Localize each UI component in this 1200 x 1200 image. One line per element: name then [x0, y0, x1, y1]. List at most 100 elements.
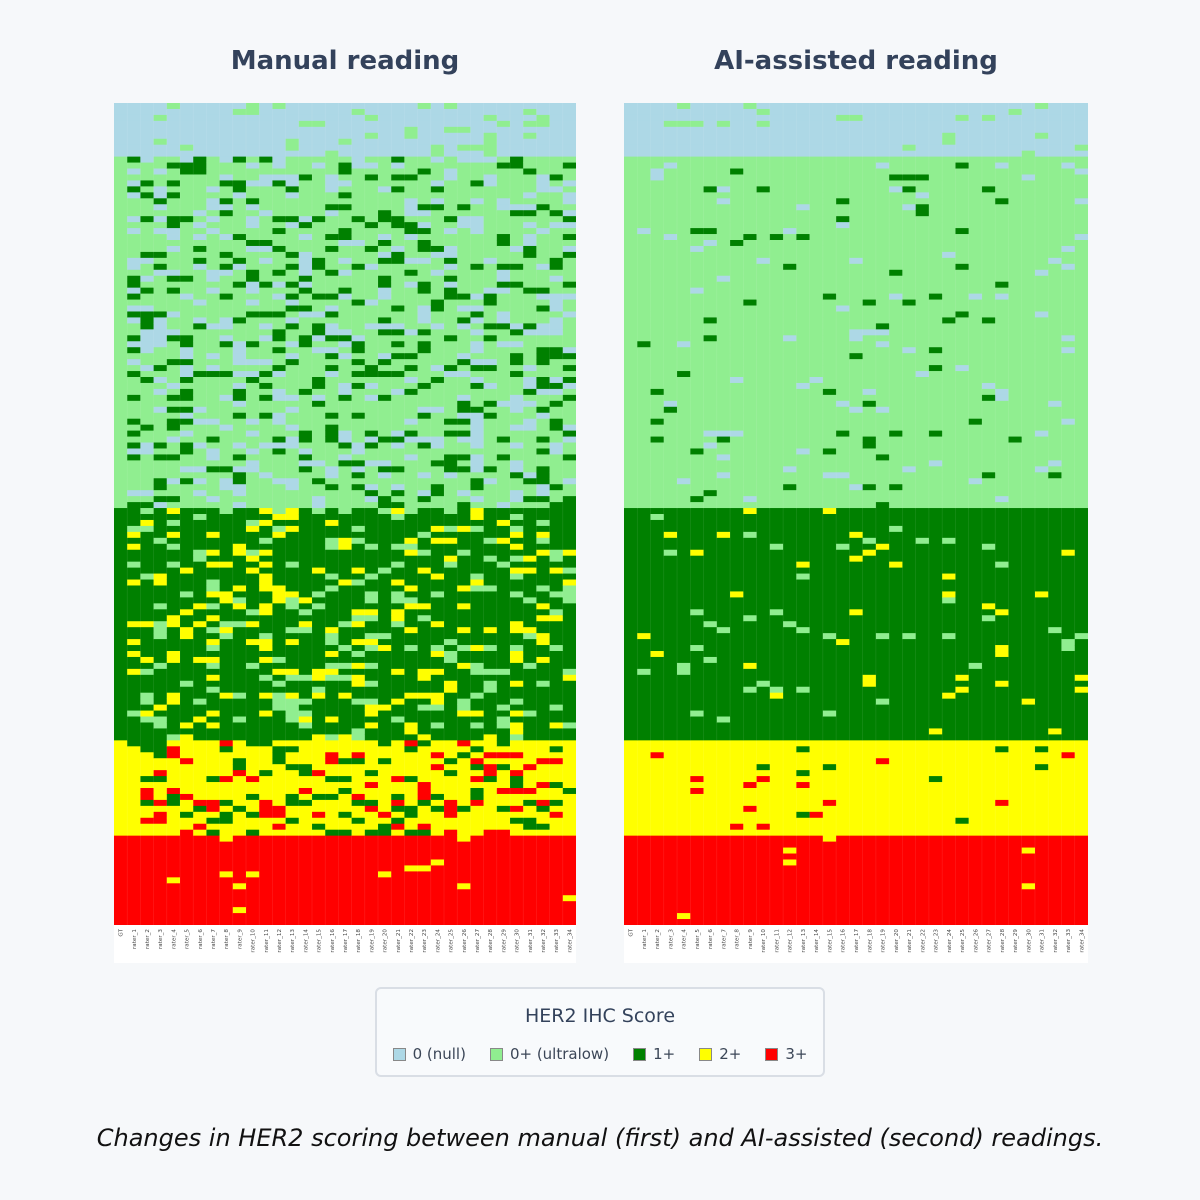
heatmap-cell [470, 889, 484, 896]
heatmap-cell [523, 883, 537, 890]
heatmap-cell [391, 275, 405, 283]
heatmap-cell [312, 633, 326, 640]
heatmap-cell [417, 305, 432, 312]
heatmap-cell [549, 365, 564, 372]
heatmap-cell [470, 573, 484, 580]
heatmap-cell [378, 323, 392, 330]
heatmap-cell [180, 519, 194, 527]
heatmap-cell [219, 525, 234, 533]
heatmap-cell [325, 120, 339, 128]
heatmap-cell [457, 418, 471, 426]
heatmap-cell [496, 829, 511, 837]
heatmap-cell [219, 240, 234, 247]
heatmap-cell [259, 889, 273, 896]
heatmap-cell [325, 388, 339, 396]
heatmap-cell [624, 329, 638, 336]
heatmap-cell [312, 668, 326, 676]
heatmap-cell [272, 508, 286, 515]
heatmap-cell [272, 478, 286, 485]
heatmap-cell [338, 281, 352, 289]
heatmap-cell [624, 240, 638, 247]
heatmap-cell [232, 734, 247, 741]
heatmap-cell [523, 567, 537, 574]
heatmap-cell [351, 722, 366, 729]
heatmap-cell [523, 132, 537, 140]
heatmap-cell [338, 448, 352, 455]
heatmap-cell [404, 686, 418, 694]
heatmap-cell [193, 472, 207, 479]
heatmap-cell [364, 627, 379, 634]
heatmap-cell [232, 472, 247, 479]
heatmap-cell [219, 448, 234, 455]
heatmap-cell [114, 782, 128, 789]
heatmap-cell [166, 674, 181, 682]
heatmap-cell [166, 257, 181, 265]
heatmap-cell [325, 722, 339, 729]
heatmap-cell [378, 651, 392, 658]
heatmap-cell [562, 454, 576, 461]
heatmap-cell [483, 656, 498, 664]
heatmap-cell [510, 543, 524, 551]
heatmap-cell [114, 752, 128, 759]
heatmap-cell [536, 103, 550, 110]
heatmap-cell [523, 442, 537, 449]
heatmap-cell [219, 740, 234, 747]
heatmap-cell [470, 740, 484, 747]
heatmap-cell [624, 645, 638, 652]
heatmap-cell [430, 472, 445, 479]
heatmap-cell [219, 305, 234, 312]
heatmap-cell [180, 240, 194, 247]
heatmap-cell [351, 371, 366, 378]
heatmap-cell [457, 234, 471, 241]
heatmap-cell [180, 454, 194, 461]
heatmap-cell [298, 609, 313, 616]
heatmap-cell [351, 555, 366, 563]
heatmap-cell [510, 162, 524, 169]
heatmap-cell [562, 603, 576, 610]
heatmap-cell [153, 603, 168, 610]
heatmap-cell [114, 466, 128, 473]
heatmap-cell [483, 543, 498, 551]
heatmap-cell [562, 698, 576, 706]
heatmap-cell [259, 716, 273, 723]
heatmap-cell [470, 865, 484, 872]
heatmap-cell [391, 722, 405, 729]
heatmap-cell [140, 710, 154, 717]
heatmap-cell [510, 394, 524, 402]
heatmap-cell [457, 633, 471, 640]
heatmap-cell [312, 502, 326, 509]
heatmap-cell [153, 216, 168, 223]
heatmap-cell [166, 234, 181, 241]
heatmap-cell [180, 740, 194, 747]
heatmap-cell [470, 698, 484, 706]
heatmap-cell [391, 543, 405, 551]
heatmap-cell [364, 514, 379, 521]
heatmap-cell [523, 448, 537, 455]
heatmap-cell [298, 400, 313, 408]
heatmap-cell [624, 186, 638, 193]
heatmap-cell [378, 180, 392, 187]
heatmap-cell [193, 746, 207, 753]
heatmap-cell [246, 472, 260, 479]
heatmap-cell [444, 901, 458, 908]
heatmap-cell [624, 424, 638, 432]
heatmap-cell [391, 120, 405, 128]
heatmap-cell [298, 639, 313, 646]
heatmap-cell [114, 293, 128, 300]
heatmap-cell [232, 645, 247, 652]
heatmap-cell [378, 460, 392, 467]
heatmap-cell [364, 132, 379, 140]
heatmap-cell [219, 174, 234, 181]
heatmap-cell [206, 859, 220, 866]
heatmap-cell [364, 770, 379, 777]
heatmap-cell [180, 847, 194, 854]
heatmap-cell [180, 651, 194, 658]
heatmap-cells [624, 103, 1088, 926]
heatmap-cell [351, 323, 366, 330]
heatmap-cell [624, 388, 638, 396]
heatmap-cell [510, 841, 524, 848]
heatmap-cell [312, 645, 326, 652]
heatmap-cell [312, 281, 326, 289]
heatmap-cell [114, 502, 128, 509]
heatmap-cell [206, 162, 220, 169]
